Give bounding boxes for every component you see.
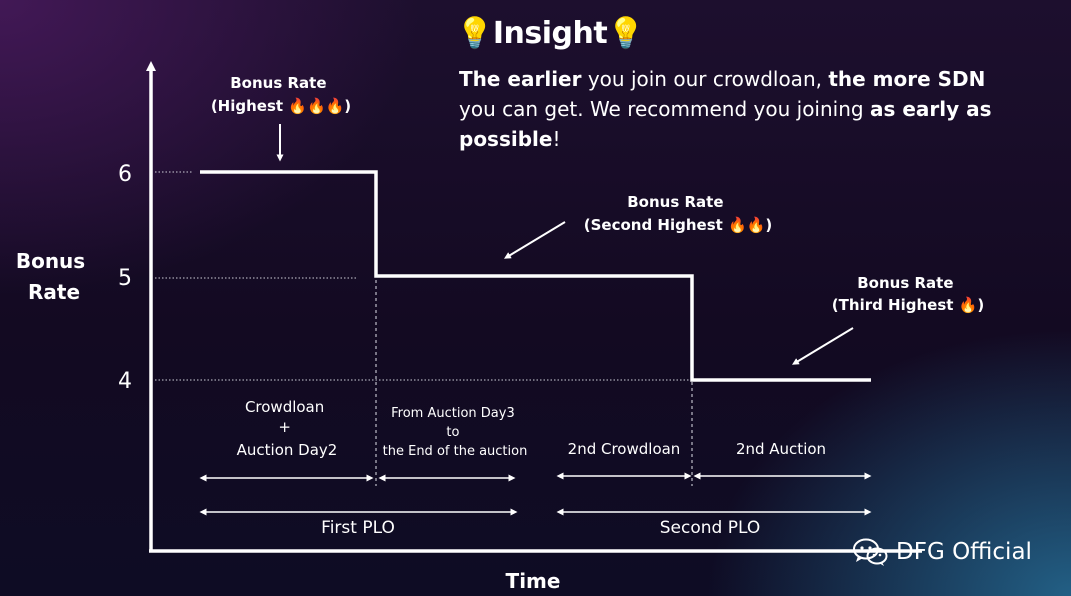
watermark-text: DFG Official [896,539,1032,565]
period-1-line-2: + [278,418,291,436]
annotation-second-line-2: (Second Highest 🔥🔥) [584,216,772,234]
period-2-line-1: From Auction Day3 [391,406,515,421]
y-tick-4: 4 [118,369,132,394]
annotation-highest: Bonus Rate (Highest 🔥🔥🔥) [211,74,351,162]
bonus-rate-step-line [200,170,871,382]
x-axis-label: Time [506,569,561,593]
wechat-icon [853,538,888,566]
insight-text-4: you can get. We recommend you joining [459,97,870,121]
lightbulb-icon: 💡 [456,16,493,51]
insight-text: The earlier you join our crowdloan, the … [459,64,1019,154]
annotation-second-text: Bonus Rate (Second Highest 🔥🔥) [584,193,772,234]
annotation-highest-line-2: (Highest 🔥🔥🔥) [211,97,351,115]
annotation-third-text: Bonus Rate (Third Highest 🔥) [832,274,984,314]
insight-title: Insight [492,16,608,51]
annotation-third-line-2: (Third Highest 🔥) [832,296,984,314]
insight-text-2: you join our crowdloan, [581,67,829,91]
annotation-third-highest: Bonus Rate (Third Highest 🔥) [792,274,984,365]
period-2-line-3: the End of the auction [383,444,528,459]
period-1-line-3: Auction Day2 [237,441,338,459]
annotation-third-line-1: Bonus Rate [857,274,953,292]
annotation-second-line-1: Bonus Rate [627,193,723,211]
arrow-third [792,327,854,365]
insight-bold-1: The earlier [459,67,582,91]
insight-text-6: ! [552,127,561,151]
y-tick-6: 6 [118,162,132,187]
period-label-4: 2nd Auction [736,440,826,458]
lightbulb-icon: 💡 [607,16,645,51]
annotation-highest-line-1: Bonus Rate [230,74,326,92]
y-axis-label-line-1: Bonus [16,249,85,273]
annotation-highest-text: Bonus Rate (Highest 🔥🔥🔥) [211,74,351,115]
arrow-second [504,221,566,259]
period-2-line-2: to [446,425,459,440]
phase-label-second-plo: Second PLO [660,518,760,538]
insight-heading: 💡Insight💡 [456,16,645,51]
annotation-second-highest: Bonus Rate (Second Highest 🔥🔥) [504,193,772,259]
insight-bold-5: as early as possible [459,97,992,151]
period-label-3: 2nd Crowdloan [568,440,681,458]
period-label-1: Crowdloan + Auction Day2 [237,398,338,459]
period-1-line-1: Crowdloan [245,398,324,416]
y-axis-label: Bonus Rate [16,249,92,304]
y-tick-5: 5 [118,266,132,291]
watermark: DFG Official [852,535,1032,569]
y-axis-label-line-2: Rate [28,280,80,304]
phase-label-first-plo: First PLO [321,518,395,538]
period-label-2: From Auction Day3 to the End of the auct… [383,406,528,459]
insight-bold-3: the more SDN [828,67,986,91]
